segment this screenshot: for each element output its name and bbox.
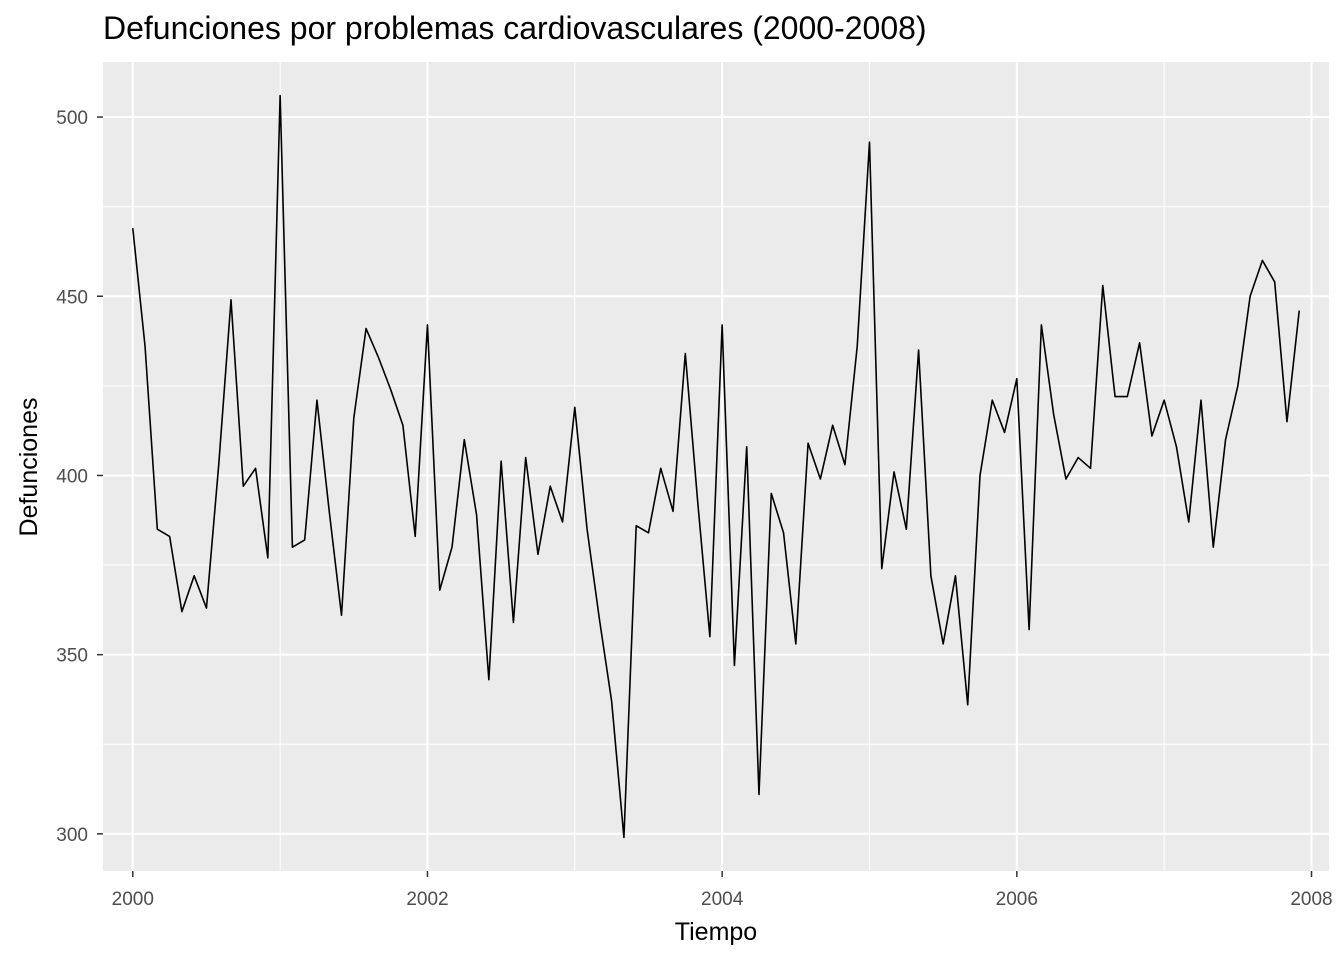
y-tick-label: 450 bbox=[56, 287, 88, 308]
minor-gridlines bbox=[103, 62, 1329, 871]
x-axis-tick-labels: 2000 2002 2004 2006 2008 bbox=[112, 889, 1333, 910]
x-tick-label: 2006 bbox=[996, 889, 1038, 910]
x-axis-title: Tiempo bbox=[675, 918, 757, 946]
x-tick-label: 2004 bbox=[701, 889, 744, 910]
axis-ticks bbox=[97, 116, 1313, 877]
y-tick-label: 300 bbox=[56, 825, 88, 846]
y-tick-label: 350 bbox=[56, 646, 88, 667]
y-axis-title: Defunciones bbox=[15, 398, 43, 537]
y-tick-label: 500 bbox=[56, 108, 88, 129]
series-line bbox=[131, 94, 1301, 839]
x-tick-label: 2000 bbox=[112, 889, 154, 910]
y-tick-label: 400 bbox=[56, 466, 88, 487]
x-tick-label: 2002 bbox=[406, 889, 448, 910]
y-axis-tick-labels: 300 350 400 450 500 bbox=[56, 108, 88, 846]
x-tick-label: 2008 bbox=[1290, 889, 1332, 910]
chart-title: Defunciones por problemas cardiovascular… bbox=[103, 10, 927, 46]
